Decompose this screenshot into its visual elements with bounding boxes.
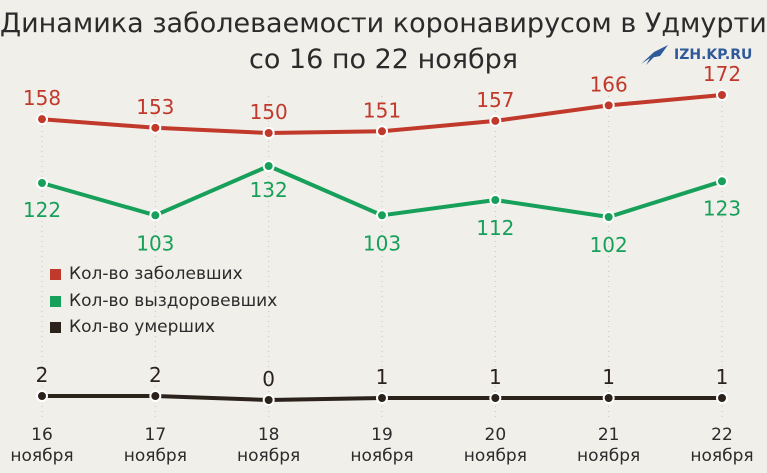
x-tick-label: ноября	[237, 446, 300, 466]
x-tick-label: ноября	[690, 446, 753, 466]
data-point	[602, 211, 615, 223]
data-label: 157	[476, 88, 514, 112]
data-label: 102	[590, 233, 628, 257]
data-point	[489, 194, 502, 206]
bird-logo-icon	[641, 45, 668, 65]
data-point	[149, 121, 162, 134]
data-point	[716, 175, 728, 188]
data-point	[36, 390, 48, 402]
legend-swatch-recovered	[50, 295, 61, 307]
data-label: 166	[590, 72, 628, 96]
x-tick-label: ноября	[124, 446, 187, 466]
legend-item-cases: Кол-во заболевших	[50, 264, 243, 284]
data-point	[716, 89, 728, 101]
chart-title-line1: Динамика заболеваемости коронавирусом в …	[0, 8, 767, 39]
data-label: 123	[703, 196, 741, 220]
x-tick-label: 18	[258, 425, 280, 445]
logo-text: IZH.KP.RU	[674, 47, 753, 63]
data-label: 153	[136, 95, 174, 119]
x-tick-label: 20	[485, 425, 507, 445]
data-label: 1	[489, 365, 502, 389]
data-point	[602, 99, 615, 112]
data-label: 151	[363, 98, 401, 122]
data-point	[716, 392, 728, 404]
data-label: 158	[23, 86, 61, 110]
data-label: 0	[262, 367, 275, 391]
data-label: 1	[376, 365, 389, 389]
x-tick-label: ноября	[464, 446, 527, 466]
data-point	[376, 392, 388, 404]
data-label: 2	[149, 363, 162, 387]
legend-label-deaths: Кол-во умерших	[69, 317, 216, 337]
x-tick-label: ноября	[10, 446, 73, 466]
legend-item-deaths: Кол-во умерших	[50, 317, 215, 337]
site-logo[interactable]: IZH.KP.RU	[640, 44, 752, 66]
data-point	[602, 392, 615, 404]
data-point	[149, 209, 162, 222]
legend-swatch-deaths	[50, 321, 61, 333]
x-tick-label: 21	[598, 425, 620, 445]
data-label: 150	[250, 100, 288, 124]
x-tick-label: ноября	[350, 446, 413, 466]
data-point	[36, 113, 48, 126]
x-tick-label: 22	[711, 425, 733, 445]
data-label: 122	[23, 198, 61, 222]
x-tick-label: 19	[371, 425, 393, 445]
data-point	[149, 390, 162, 402]
data-point	[376, 125, 388, 138]
data-point	[36, 177, 48, 189]
data-point	[262, 160, 275, 172]
legend-swatch-cases	[50, 268, 61, 280]
data-label: 2	[36, 363, 49, 387]
chart-title-line2: со 16 по 22 ноября	[248, 44, 519, 75]
data-point	[262, 127, 275, 139]
data-label: 1	[716, 365, 729, 389]
chart-title: Динамика заболеваемости коронавирусом в …	[0, 6, 767, 78]
data-label: 172	[703, 62, 741, 86]
data-label: 112	[476, 216, 514, 240]
data-label: 103	[363, 231, 401, 255]
data-label: 1	[602, 365, 615, 389]
x-tick-label: 16	[31, 425, 53, 445]
data-label: 103	[136, 231, 174, 255]
data-point	[489, 114, 502, 127]
data-point	[489, 392, 502, 404]
x-tick-label: ноября	[577, 446, 640, 466]
x-tick-label: 17	[145, 425, 167, 445]
data-point	[376, 209, 388, 222]
data-label: 132	[250, 178, 288, 202]
data-point	[262, 394, 275, 406]
legend-label-cases: Кол-во заболевших	[69, 264, 243, 284]
legend-item-recovered: Кол-во выздоровевших	[50, 291, 277, 311]
legend-label-recovered: Кол-во выздоровевших	[69, 291, 278, 311]
